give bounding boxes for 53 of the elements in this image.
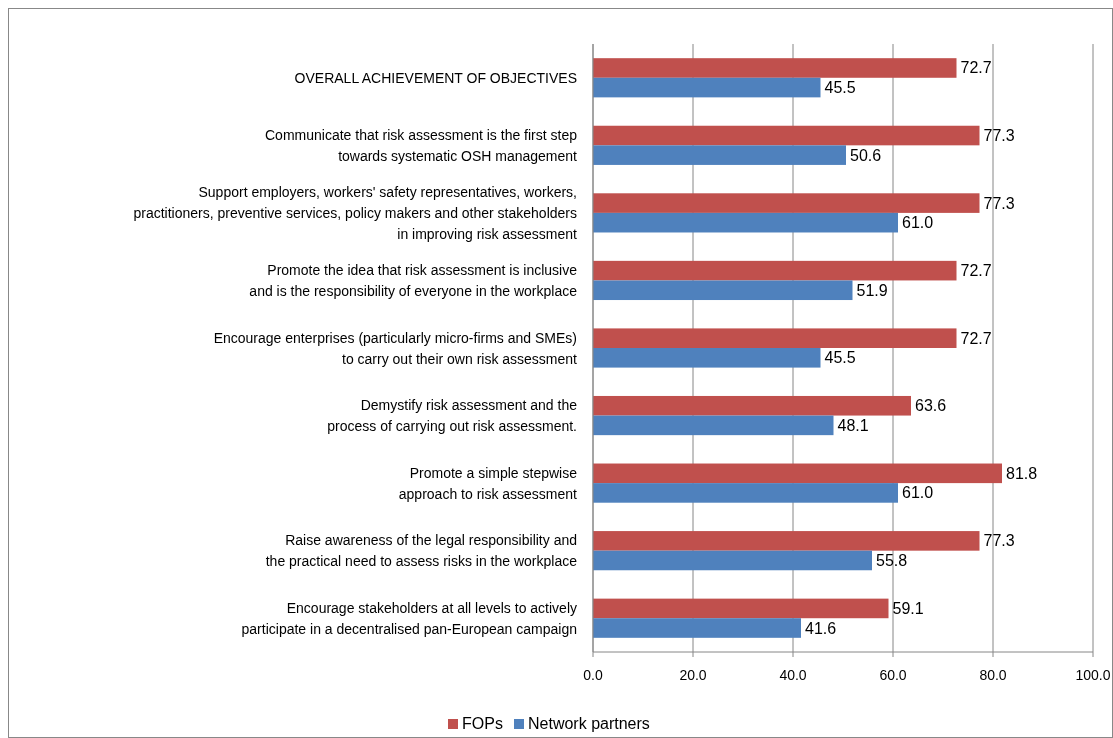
data-label: 50.6: [850, 146, 882, 164]
data-label: 45.5: [824, 79, 856, 97]
x-tick-label: 0.0: [583, 667, 603, 683]
y-tick-label: Encourage stakeholders at all levels to actively participate in a decentralised pan-European campaign: [241, 599, 577, 637]
x-tick-label: 60.0: [879, 667, 907, 683]
bar: [593, 260, 957, 281]
bar: [593, 145, 846, 165]
data-label: 77.3: [983, 532, 1015, 550]
bar: [593, 58, 957, 78]
y-tick-label: Promote the idea that risk assessment is inclusive and is the responsibility of everyone in the workplace: [249, 261, 578, 299]
data-label: 72.7: [960, 262, 992, 280]
y-tick-label: Encourage enterprises (particularly micro-firms and SMEs) to carry out their own risk assessment: [213, 329, 578, 367]
bar: [593, 328, 957, 348]
bar: [593, 348, 821, 368]
x-tick-label: 80.0: [979, 667, 1007, 683]
data-label: 59.1: [892, 599, 924, 617]
bar: [593, 395, 911, 416]
y-tick-label: Demystify risk assessment and the process of carrying out risk assessment.: [327, 397, 578, 435]
data-label: 45.5: [824, 349, 856, 367]
bar: [593, 483, 898, 503]
data-label: 51.9: [856, 281, 888, 299]
data-label: 63.6: [915, 397, 947, 415]
bar: [593, 618, 801, 638]
y-tick-label: Support employers, workers' safety representatives, workers, practitioners, preventive services, policy makers and other stakeholders in improving risk assessment: [133, 183, 578, 242]
x-tick-label: 40.0: [779, 667, 807, 683]
data-label: 48.1: [837, 416, 869, 434]
data-label: 72.7: [960, 59, 992, 77]
bar: [593, 280, 853, 301]
bar: [593, 598, 889, 619]
bar: [593, 125, 980, 146]
data-label: 77.3: [983, 127, 1015, 145]
data-label: 61.0: [902, 214, 934, 232]
bar: [593, 212, 898, 233]
bar: [593, 415, 834, 436]
y-tick-label: Promote a simple stepwise approach to risk assessment: [398, 464, 578, 502]
bar: [593, 463, 1002, 484]
x-tick-label: 100.0: [1075, 667, 1111, 683]
x-tick-label: 20.0: [679, 667, 707, 683]
bar: [593, 550, 872, 571]
bar: [593, 193, 980, 213]
data-label: 77.3: [983, 194, 1015, 212]
y-tick-label: OVERALL ACHIEVEMENT OF OBJECTIVES: [294, 69, 577, 86]
data-label: 81.8: [1006, 464, 1038, 482]
y-tick-label: Raise awareness of the legal responsibility and the practical need to assess risks in the workplace: [265, 532, 578, 570]
data-label: 61.0: [902, 484, 934, 502]
bar: [593, 77, 821, 98]
bar: [593, 531, 980, 551]
legend-label: FOPs: [462, 715, 503, 732]
y-tick-label: Communicate that risk assessment is the first step towards systematic OSH management: [265, 126, 578, 164]
data-label: 55.8: [876, 551, 908, 569]
legend-label: Network partners: [528, 715, 650, 732]
data-label: 72.7: [960, 329, 992, 347]
data-label: 41.6: [805, 619, 837, 637]
